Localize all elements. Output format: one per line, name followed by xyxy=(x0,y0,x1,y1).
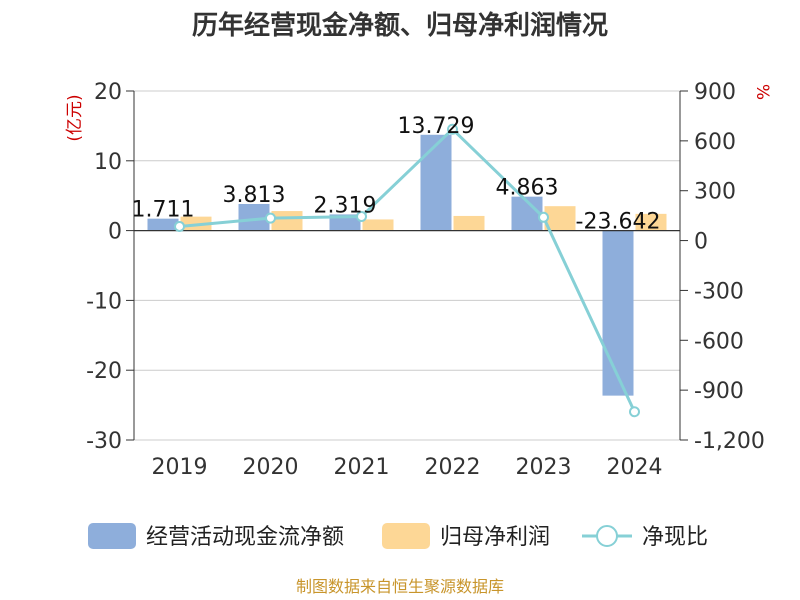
x-tick-label: 2024 xyxy=(607,455,663,480)
left-tick-label: -10 xyxy=(86,289,122,314)
right-axis-unit: % xyxy=(752,84,772,100)
x-tick-label: 2022 xyxy=(425,455,481,480)
left-tick-label: 0 xyxy=(108,220,122,245)
axis-layer: 20 10 0 -10 -20 -30 900 600 300 0 -300 -600 -900 -1,2… xyxy=(86,80,765,480)
ratio-point xyxy=(265,212,276,224)
label-layer: 1.711 3.813 2.319 13.729 4.863 -23.642 xyxy=(132,114,661,235)
x-tick-label: 2020 xyxy=(243,455,299,480)
right-tick-label: 300 xyxy=(694,180,736,205)
bar-layer xyxy=(147,134,667,396)
x-tick-label: 2023 xyxy=(516,455,572,480)
left-axis-unit: (亿元) xyxy=(65,94,85,141)
legend-swatch-net-profit xyxy=(382,523,430,549)
ratio-point xyxy=(629,406,640,418)
right-tick-label: 600 xyxy=(694,130,736,155)
left-tick-label: 10 xyxy=(94,150,122,175)
ratio-point xyxy=(356,210,367,222)
bar-data-label: 1.711 xyxy=(132,198,195,223)
legend: 经营活动现金流净额 归母净利润 净现比 xyxy=(88,523,708,550)
bar-data-label: 4.863 xyxy=(496,176,559,201)
right-tick-label: -600 xyxy=(694,329,744,354)
ratio-line xyxy=(179,127,636,413)
source-note: 制图数据来自恒生聚源数据库 xyxy=(296,577,504,596)
bar-net-profit xyxy=(271,211,303,231)
bar-data-label: 3.813 xyxy=(223,183,286,208)
right-tick-label: -900 xyxy=(694,379,744,404)
right-tick-label: -1,200 xyxy=(694,429,765,454)
right-tick-label: 900 xyxy=(694,80,736,105)
bar-net-profit xyxy=(544,206,576,231)
bar-net-profit xyxy=(453,215,485,231)
left-tick-label: -30 xyxy=(86,429,122,454)
bar-data-label: 2.319 xyxy=(314,193,377,218)
legend-label-net-profit: 归母净利润 xyxy=(440,525,550,550)
right-tick-label: -300 xyxy=(694,279,744,304)
legend-label-ratio: 净现比 xyxy=(642,525,708,550)
left-tick-label: -20 xyxy=(86,359,122,384)
left-tick-label: 20 xyxy=(94,80,122,105)
grid-layer xyxy=(134,90,680,441)
ratio-point xyxy=(447,123,458,135)
x-tick-label: 2021 xyxy=(334,455,390,480)
ratio-point xyxy=(538,211,549,223)
legend-swatch-ratio-marker xyxy=(596,525,618,547)
bar-net-profit xyxy=(362,219,394,231)
bar-data-label: 13.729 xyxy=(398,114,475,139)
bar-cash-flow xyxy=(602,230,634,396)
legend-label-cash-flow: 经营活动现金流净额 xyxy=(146,525,344,550)
ratio-point xyxy=(174,220,185,232)
right-tick-label: 0 xyxy=(694,230,708,255)
line-layer xyxy=(174,123,640,418)
chart-title: 历年经营现金净额、归母净利润情况 xyxy=(192,10,608,41)
bar-data-label: -23.642 xyxy=(576,210,661,235)
bar-cash-flow xyxy=(147,218,179,231)
bar-net-profit xyxy=(635,213,667,231)
bar-cash-flow xyxy=(420,134,452,231)
bar-cash-flow xyxy=(329,214,361,231)
x-tick-label: 2019 xyxy=(152,455,208,480)
legend-swatch-cash-flow xyxy=(88,523,136,549)
